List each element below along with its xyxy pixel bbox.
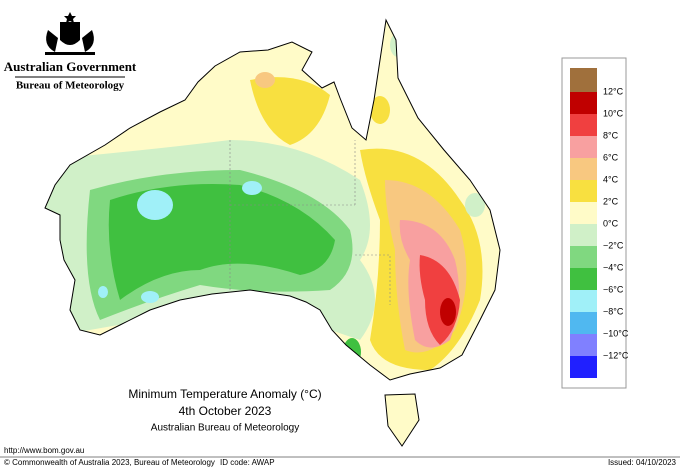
legend-swatch <box>570 180 597 202</box>
footer-url: http://www.bom.gov.au <box>4 446 84 455</box>
legend-swatch <box>570 114 597 136</box>
map-source: Australian Bureau of Meteorology <box>151 423 299 434</box>
legend-label: −2°C <box>603 240 624 250</box>
legend-swatch <box>570 158 597 180</box>
legend-label: −10°C <box>603 328 629 338</box>
legend-label: −4°C <box>603 262 624 272</box>
legend-label: −8°C <box>603 306 624 316</box>
map-title: Minimum Temperature Anomaly (°C) <box>128 387 321 401</box>
legend-swatch <box>570 136 597 158</box>
legend-swatch <box>570 92 597 114</box>
footer-issued: Issued: 04/10/2023 <box>608 458 677 467</box>
legend-swatch <box>570 202 597 224</box>
legend-swatch <box>570 68 597 92</box>
legend-label: 8°C <box>603 130 619 140</box>
legend-label: −12°C <box>603 350 629 360</box>
legend: 12°C 10°C 8°C 6°C 4°C 2°C 0°C −2°C −4°C −6°C −8°C −… <box>570 68 629 378</box>
legend-label: 10°C <box>603 108 624 118</box>
legend-swatch <box>570 268 597 290</box>
legend-label: 2°C <box>603 196 619 206</box>
legend-swatch <box>570 290 597 312</box>
legend-swatch <box>570 312 597 334</box>
legend-swatch <box>570 246 597 268</box>
legend-label: 6°C <box>603 152 619 162</box>
map-date: 4th October 2023 <box>179 404 272 418</box>
legend-swatch <box>570 334 597 356</box>
legend-label: 0°C <box>603 218 619 228</box>
legend-label: −6°C <box>603 284 624 294</box>
footer-id: ID code: AWAP <box>220 458 275 467</box>
coat-of-arms <box>45 12 95 55</box>
legend-swatch <box>570 356 597 378</box>
agency-name: Bureau of Meteorology <box>16 80 125 92</box>
footer-copyright: © Commonwealth of Australia 2023, Bureau… <box>4 458 215 467</box>
government-name: Australian Government <box>4 59 137 74</box>
legend-label: 4°C <box>603 174 619 184</box>
legend-label: 12°C <box>603 86 624 96</box>
legend-swatch <box>570 224 597 246</box>
